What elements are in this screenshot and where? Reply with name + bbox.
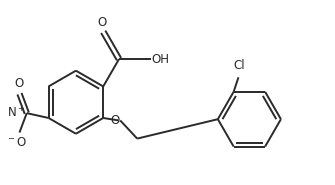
Text: O: O (15, 77, 24, 90)
Text: N$^+$: N$^+$ (7, 105, 25, 120)
Text: O: O (97, 16, 107, 29)
Text: $^-$O: $^-$O (6, 136, 28, 149)
Text: O: O (111, 114, 120, 127)
Text: Cl: Cl (234, 59, 246, 73)
Text: OH: OH (152, 53, 170, 66)
